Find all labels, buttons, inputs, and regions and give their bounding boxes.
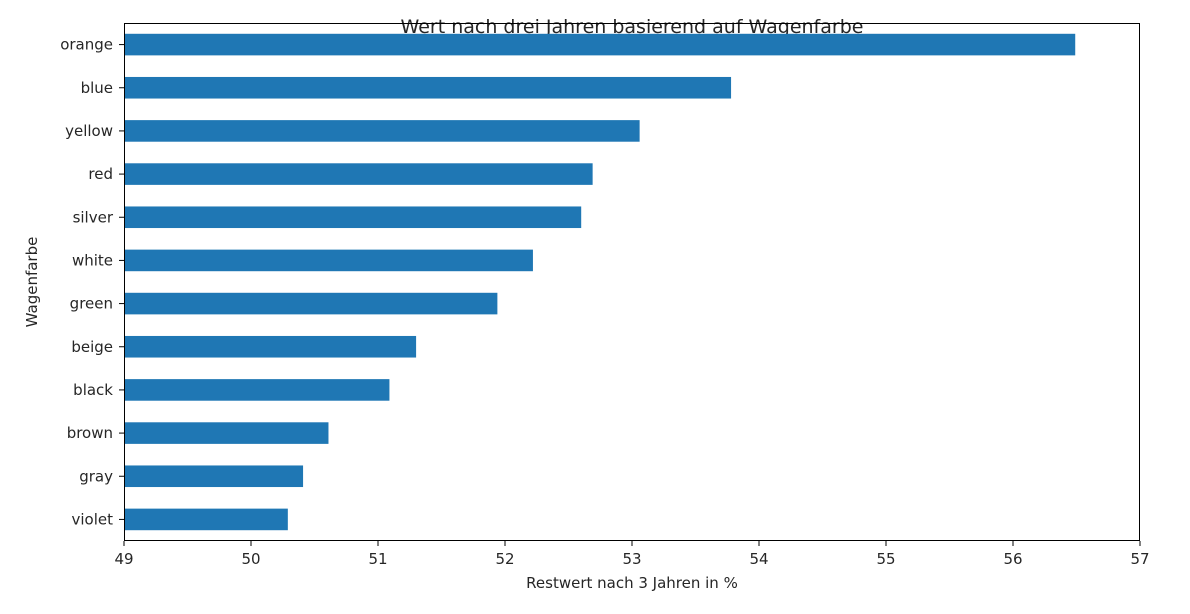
bar-violet (124, 508, 288, 531)
y-tick-label-green: green (70, 295, 113, 313)
bar-black (124, 379, 390, 401)
x-tick-label-53: 53 (622, 550, 641, 568)
y-tick-label-gray: gray (79, 467, 113, 485)
y-tick-label-white: white (72, 251, 113, 269)
bar-beige (124, 335, 417, 358)
y-tick-label-brown: brown (67, 424, 113, 442)
y-tick-label-blue: blue (81, 79, 113, 97)
y-axis-title: Wagenfarbe (23, 237, 41, 328)
x-tick-label-52: 52 (495, 550, 514, 568)
bar-white (124, 249, 533, 272)
x-tick-label-57: 57 (1130, 550, 1149, 568)
y-tick-label-orange: orange (60, 36, 113, 54)
x-tick-label-56: 56 (1003, 550, 1022, 568)
bars (124, 33, 1076, 531)
bar-gray (124, 465, 304, 488)
plot-frame (124, 23, 1140, 541)
y-axis-ticks: orange blue yellow red silver white green beige… (60, 36, 124, 528)
x-tick-label-51: 51 (368, 550, 387, 568)
x-tick-label-55: 55 (876, 550, 895, 568)
x-tick-label-49: 49 (114, 550, 133, 568)
x-tick-label-54: 54 (749, 550, 768, 568)
y-tick-label-yellow: yellow (65, 122, 113, 140)
x-axis-title: Restwert nach 3 Jahren in % (526, 574, 738, 592)
bar-red (124, 163, 593, 185)
bar-green (124, 292, 498, 315)
chart-title: Wert nach drei Jahren basierend auf Wage… (401, 16, 864, 38)
bar-blue (124, 76, 732, 99)
x-axis-ticks: 49 50 51 52 53 54 55 56 57 (114, 541, 1150, 568)
x-tick-label-50: 50 (241, 550, 260, 568)
y-tick-label-silver: silver (73, 208, 114, 226)
bar-brown (124, 422, 329, 444)
y-tick-label-beige: beige (71, 338, 113, 356)
bar-yellow (124, 120, 640, 142)
y-tick-label-violet: violet (72, 510, 114, 528)
bar-orange (124, 33, 1076, 56)
y-tick-label-red: red (88, 165, 113, 183)
y-tick-label-black: black (73, 381, 113, 399)
bar-silver (124, 206, 582, 229)
